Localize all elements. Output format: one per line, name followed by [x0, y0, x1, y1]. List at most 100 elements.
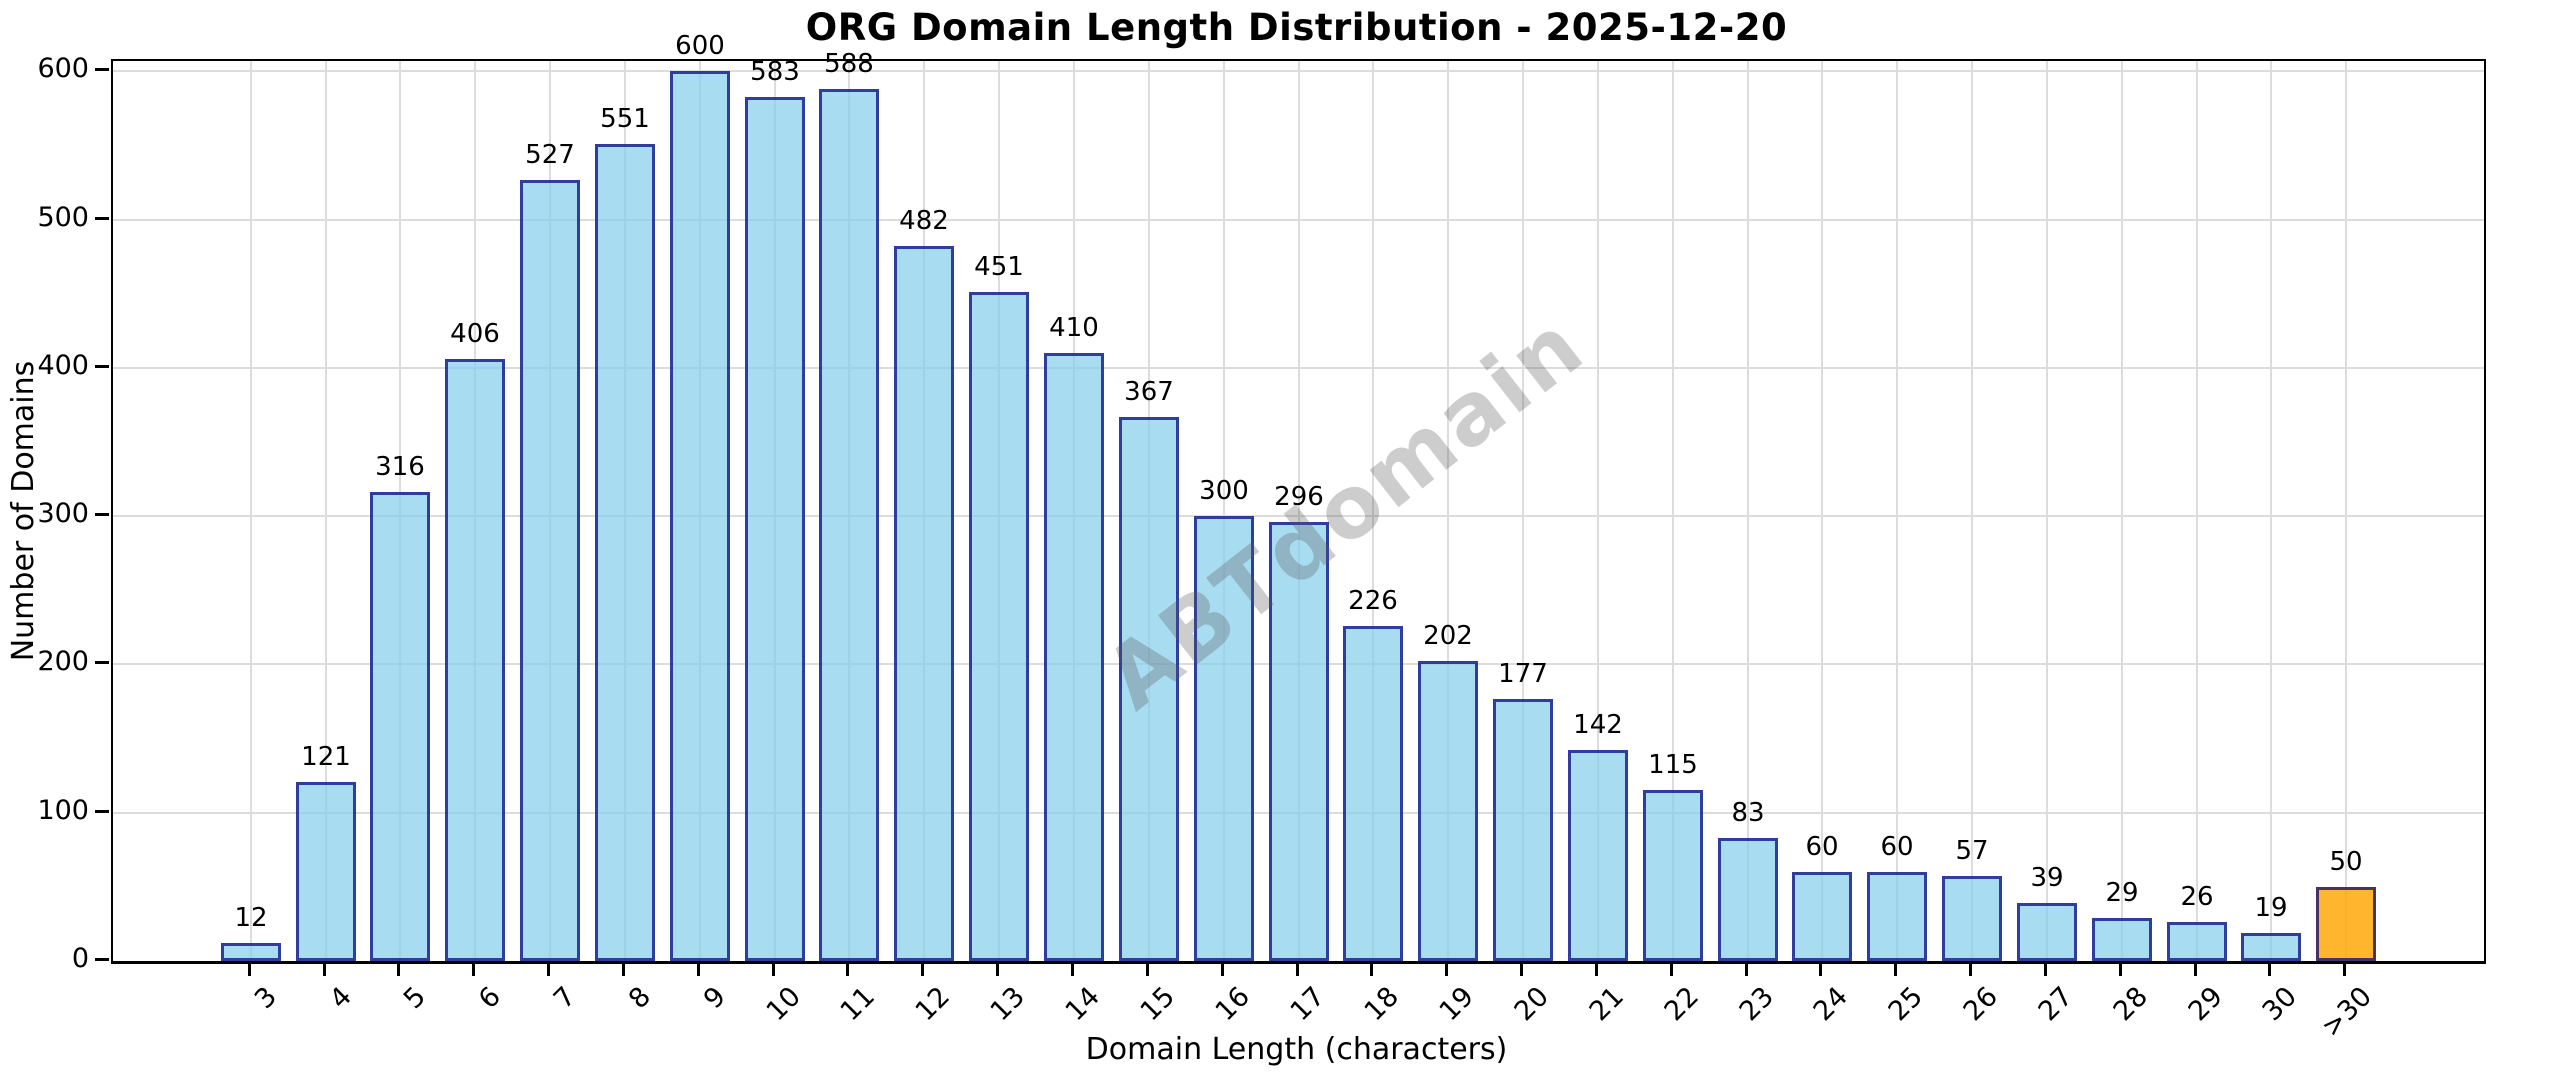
x-axis-tick [1520, 962, 1523, 976]
x-tick-label: 14 [1059, 981, 1106, 1028]
bar-value-label: 316 [375, 452, 425, 482]
bar-10 [745, 97, 805, 961]
bar-20 [1493, 699, 1553, 961]
bar-24 [1792, 872, 1852, 961]
bar-value-label: 202 [1423, 621, 1473, 651]
gridline-vertical [2270, 61, 2273, 961]
bar-11 [819, 89, 879, 961]
bar-value-label: 583 [750, 57, 800, 87]
x-tick-label: 8 [622, 981, 657, 1016]
x-tick-label: 4 [323, 981, 358, 1016]
y-tick-label: 500 [37, 201, 89, 233]
bar-9 [670, 71, 730, 961]
bar-value-label: 226 [1348, 586, 1398, 616]
y-axis-label: Number of Domains [6, 360, 41, 662]
bar-value-label: 527 [525, 140, 575, 170]
x-axis-tick [323, 962, 326, 976]
x-tick-label: 3 [248, 981, 283, 1016]
bar-value-label: 57 [1955, 836, 1989, 866]
bar-3 [221, 943, 281, 961]
x-axis-tick [547, 962, 550, 976]
gridline-vertical [1671, 61, 1674, 961]
x-tick-label: 17 [1284, 981, 1331, 1028]
bar-18 [1343, 626, 1403, 961]
x-tick-label: 10 [760, 981, 807, 1028]
chart-title: ORG Domain Length Distribution - 2025-12… [805, 6, 1788, 49]
bar-23 [1718, 838, 1778, 961]
y-axis-tick [95, 809, 109, 813]
x-axis-tick [1221, 962, 1224, 976]
y-tick-label: 0 [71, 943, 89, 974]
x-tick-label: 27 [2032, 981, 2079, 1028]
x-axis-tick [2268, 962, 2271, 976]
bar-22 [1643, 790, 1703, 961]
x-tick-label: 6 [472, 981, 507, 1016]
y-axis-tick [95, 364, 109, 368]
bar-value-label: 588 [824, 49, 874, 79]
bar-value-label: 19 [2254, 893, 2288, 923]
x-tick-label: 26 [1957, 981, 2004, 1028]
x-tick-label: 15 [1134, 981, 1181, 1028]
bar-16 [1194, 516, 1254, 961]
x-axis-tick [2044, 962, 2047, 976]
bar-value-label: 26 [2180, 882, 2214, 912]
gridline-vertical [1596, 61, 1599, 961]
gridline-vertical [1896, 61, 1899, 961]
bar-4 [296, 782, 356, 961]
gridline-vertical [1222, 61, 1225, 961]
gridline-vertical [2345, 61, 2348, 961]
y-axis-tick [95, 513, 109, 517]
x-tick-label: 19 [1433, 981, 1480, 1028]
bar-21 [1568, 750, 1628, 961]
x-tick-label: 5 [397, 981, 432, 1016]
bar-30 [2241, 933, 2301, 961]
y-axis-tick [95, 958, 109, 961]
x-axis-tick [1071, 962, 1074, 976]
gridline-vertical [2195, 61, 2198, 961]
x-axis-tick [248, 962, 251, 976]
gridline-vertical [1746, 61, 1749, 961]
y-tick-label: 600 [37, 53, 89, 85]
y-axis-tick [95, 661, 109, 665]
bar-value-label: 551 [600, 104, 650, 134]
y-axis-tick [95, 216, 109, 220]
bar-12 [894, 246, 954, 961]
bar-14 [1044, 353, 1104, 961]
y-tick-label: 100 [37, 794, 89, 826]
bar-19 [1418, 661, 1478, 961]
x-tick-label: 25 [1882, 981, 1929, 1028]
bar-value-label: 406 [450, 319, 500, 349]
gridline-vertical [1522, 61, 1525, 961]
plot-inner: 12 121 316 406 527 551 600 583 588 482 451 410 367 30… [113, 31, 2484, 961]
y-tick-label: 400 [37, 349, 89, 381]
bar-value-label: 482 [899, 206, 949, 236]
x-axis-tick [1595, 962, 1598, 976]
gridline-vertical [1971, 61, 1974, 961]
x-axis-tick [1370, 962, 1373, 976]
bar-8 [595, 144, 655, 961]
x-axis-tick [2119, 962, 2122, 976]
bar-value-label: 12 [234, 903, 268, 933]
bar-value-label: 60 [1880, 832, 1914, 862]
x-tick-label: 23 [1733, 981, 1780, 1028]
gridline-vertical [1447, 61, 1450, 961]
x-axis-tick [697, 962, 700, 976]
x-tick-label: 22 [1658, 981, 1705, 1028]
bar-28 [2092, 918, 2152, 961]
x-tick-label: 30 [2256, 981, 2303, 1028]
x-tick-label: 28 [2107, 981, 2154, 1028]
x-axis-tick [2343, 962, 2346, 976]
x-tick-label: 16 [1209, 981, 1256, 1028]
gridline-vertical [1821, 61, 1824, 961]
bar-5 [370, 492, 430, 961]
x-axis-tick [921, 962, 924, 976]
x-axis-tick [1969, 962, 1972, 976]
x-axis-tick [1445, 962, 1448, 976]
x-axis-tick [1296, 962, 1299, 976]
bar-value-label: 300 [1199, 476, 1249, 506]
x-axis-tick [1146, 962, 1149, 976]
x-axis-tick [996, 962, 999, 976]
bar-value-label: 39 [2030, 863, 2064, 893]
gridline-vertical [1372, 61, 1375, 961]
